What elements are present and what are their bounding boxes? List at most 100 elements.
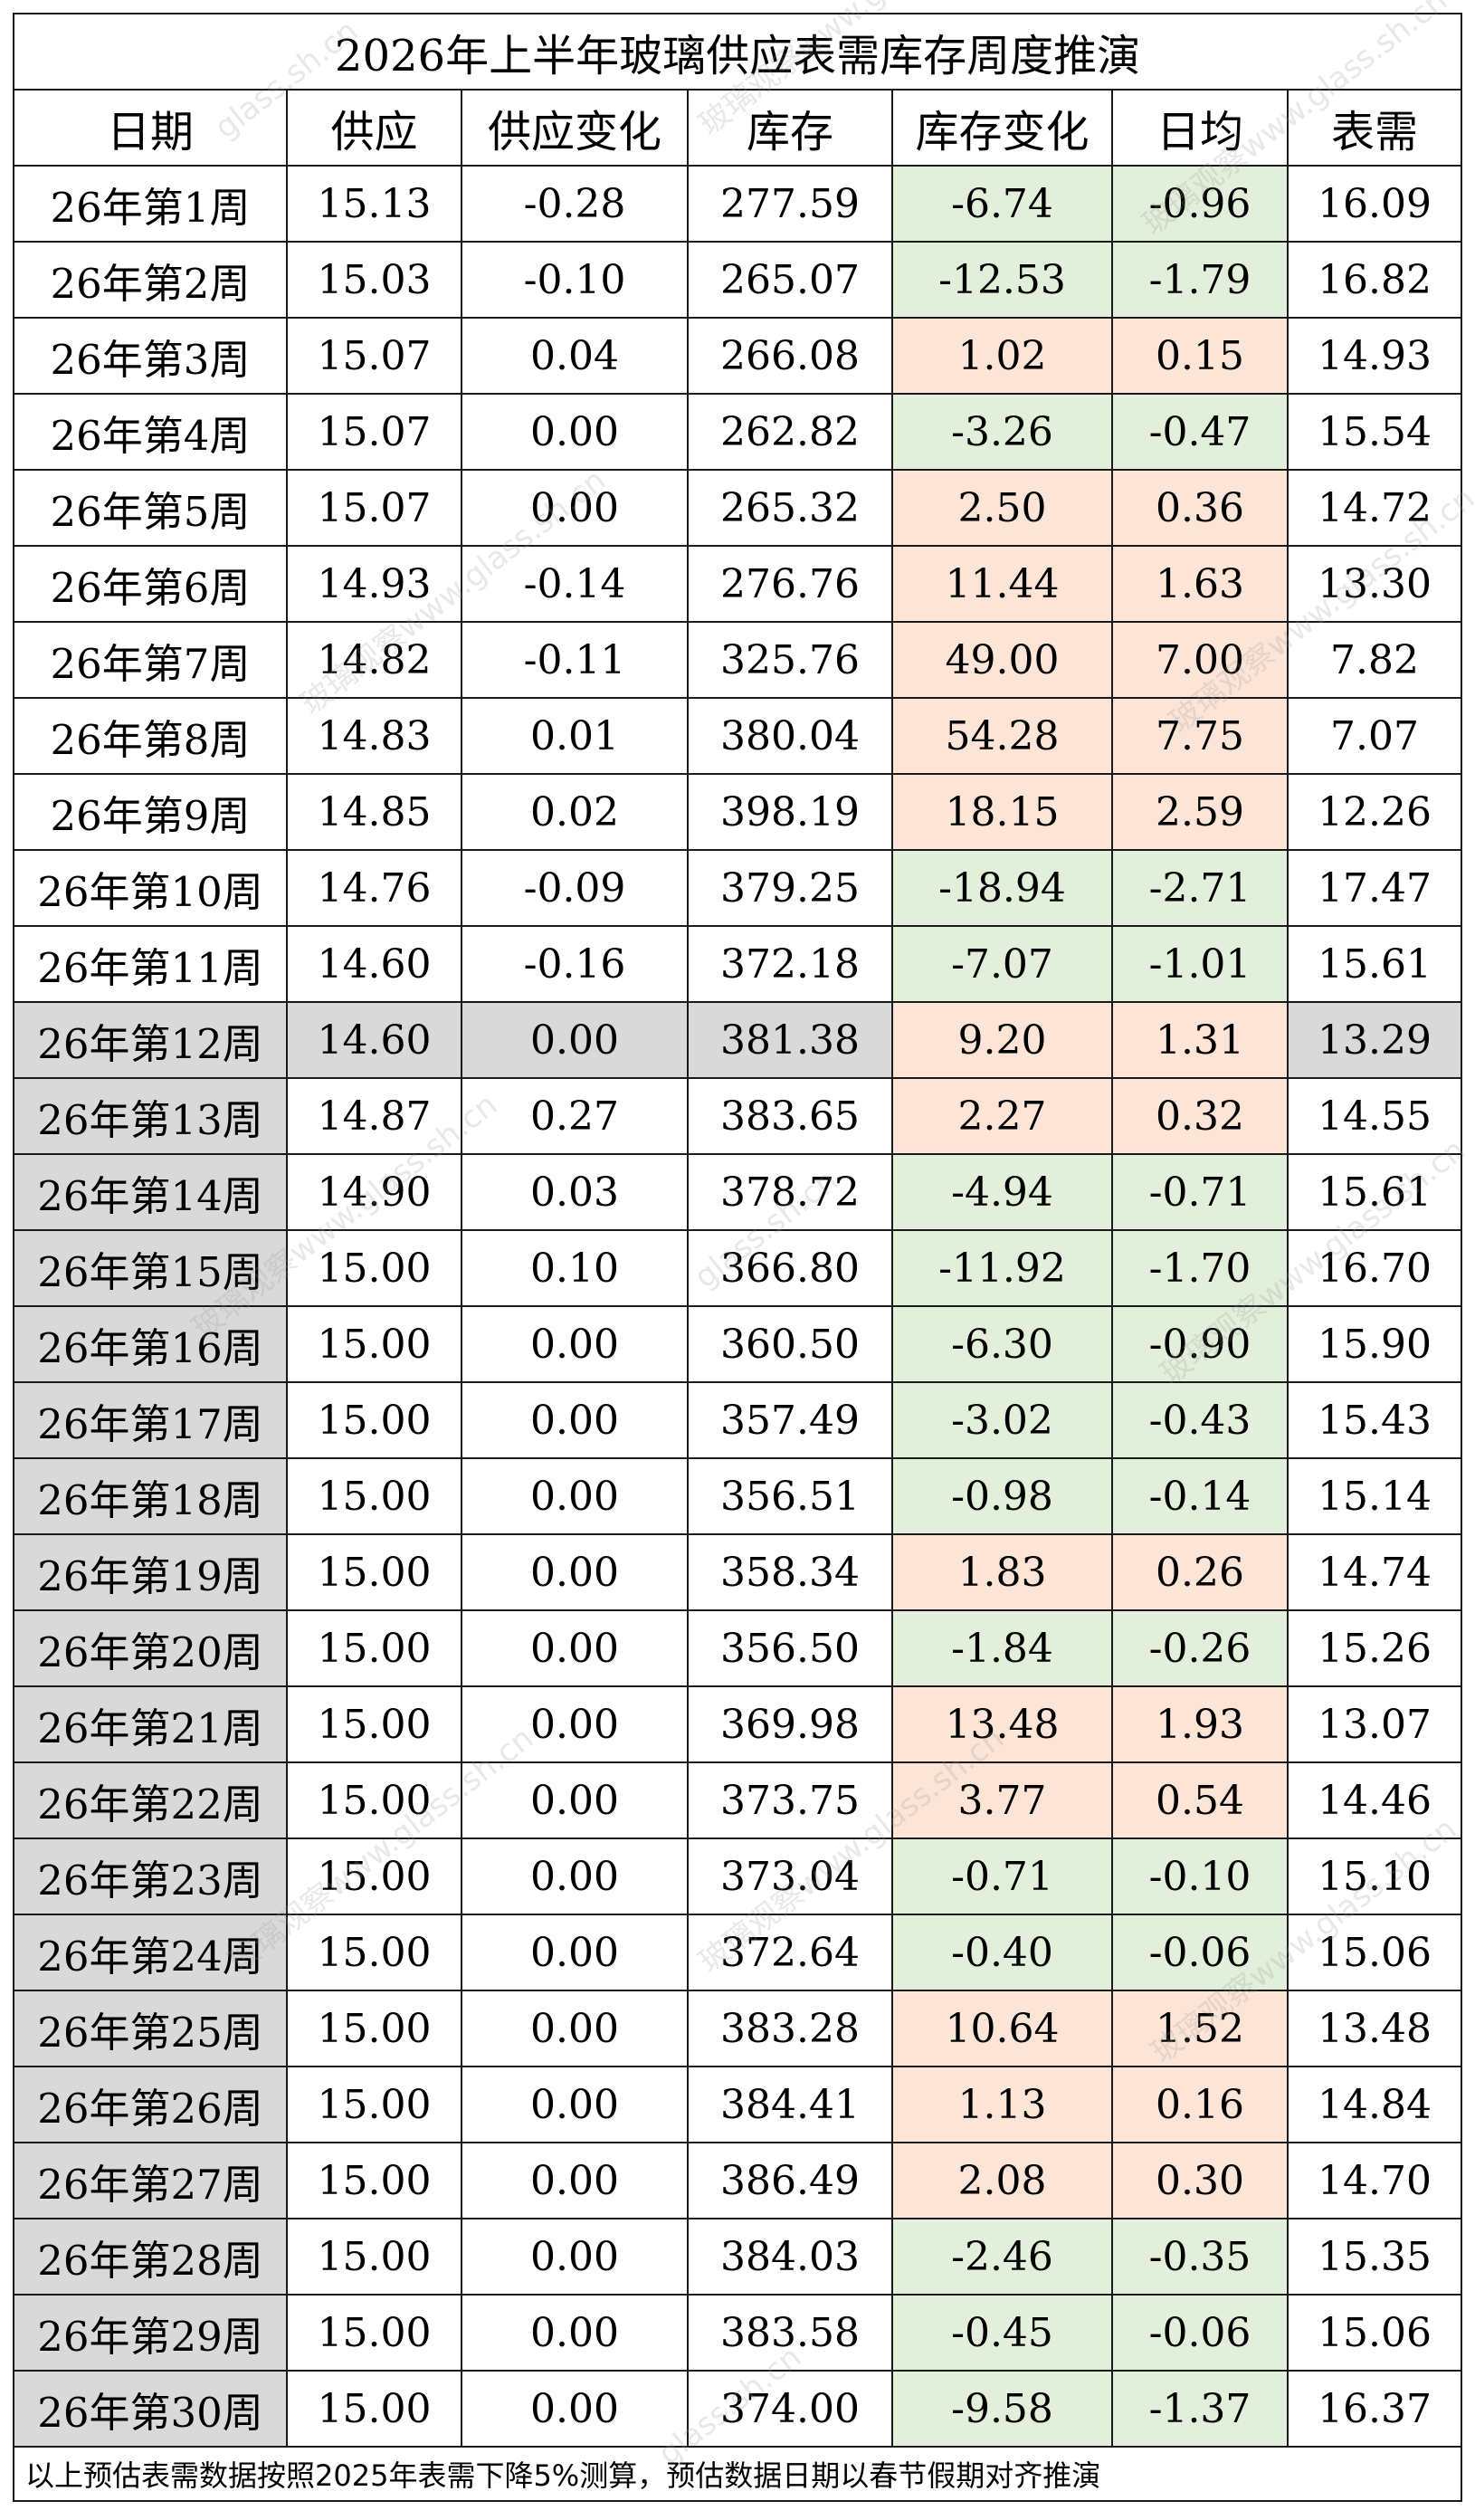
cell-demand: 7.82 — [1287, 621, 1462, 699]
cell-daily-avg: 2.59 — [1111, 773, 1289, 851]
cell-date: 26年第5周 — [13, 469, 288, 547]
cell-supply-change: -0.16 — [461, 925, 689, 1003]
cell-supply-change: 0.00 — [461, 1838, 689, 1915]
cell-inventory: 358.34 — [687, 1533, 893, 1611]
cell-inventory: 384.41 — [687, 2066, 893, 2143]
cell-daily-avg: 0.32 — [1111, 1077, 1289, 1155]
cell-inventory-change: 3.77 — [891, 1761, 1113, 1839]
cell-inventory: 372.64 — [687, 1914, 893, 1991]
table-row: 26年第23周 15.00 0.00 373.04 -0.71 -0.10 15.10 — [13, 1838, 1462, 1915]
cell-date: 26年第19周 — [13, 1533, 288, 1611]
cell-inventory: 372.18 — [687, 925, 893, 1003]
cell-inventory-change: -6.74 — [891, 165, 1113, 243]
cell-inventory-change: -18.94 — [891, 849, 1113, 927]
cell-inventory: 386.49 — [687, 2142, 893, 2219]
cell-demand: 13.07 — [1287, 1685, 1462, 1763]
cell-inventory-change: -0.45 — [891, 2294, 1113, 2372]
cell-date: 26年第17周 — [13, 1381, 288, 1459]
table-row: 26年第17周 15.00 0.00 357.49 -3.02 -0.43 15.43 — [13, 1381, 1462, 1459]
table-row: 26年第26周 15.00 0.00 384.41 1.13 0.16 14.84 — [13, 2066, 1462, 2143]
cell-inventory: 378.72 — [687, 1153, 893, 1231]
cell-daily-avg: -0.14 — [1111, 1457, 1289, 1535]
cell-date: 26年第7周 — [13, 621, 288, 699]
cell-inventory-change: 13.48 — [891, 1685, 1113, 1763]
cell-date: 26年第16周 — [13, 1305, 288, 1383]
cell-supply-change: 0.00 — [461, 1609, 689, 1687]
cell-demand: 14.70 — [1287, 2142, 1462, 2219]
cell-demand: 15.06 — [1287, 1914, 1462, 1991]
cell-daily-avg: 1.31 — [1111, 1001, 1289, 1079]
cell-demand: 15.10 — [1287, 1838, 1462, 1915]
cell-supply: 15.00 — [286, 2066, 462, 2143]
cell-supply-change: 0.02 — [461, 773, 689, 851]
cell-supply-change: 0.00 — [461, 1990, 689, 2067]
cell-date: 26年第13周 — [13, 1077, 288, 1155]
cell-demand: 16.70 — [1287, 1229, 1462, 1307]
cell-supply: 15.03 — [286, 241, 462, 319]
cell-daily-avg: -0.10 — [1111, 1838, 1289, 1915]
cell-inventory: 374.00 — [687, 2370, 893, 2448]
cell-supply: 15.00 — [286, 1685, 462, 1763]
cell-date: 26年第1周 — [13, 165, 288, 243]
cell-inventory: 356.51 — [687, 1457, 893, 1535]
cell-demand: 15.90 — [1287, 1305, 1462, 1383]
table-row: 26年第3周 15.07 0.04 266.08 1.02 0.15 14.93 — [13, 317, 1462, 395]
cell-supply: 14.93 — [286, 545, 462, 623]
cell-inventory-change: 1.13 — [891, 2066, 1113, 2143]
cell-supply: 15.00 — [286, 1838, 462, 1915]
cell-demand: 15.14 — [1287, 1457, 1462, 1535]
cell-inventory-change: 11.44 — [891, 545, 1113, 623]
cell-supply: 14.83 — [286, 697, 462, 775]
cell-supply-change: 0.00 — [461, 2370, 689, 2448]
cell-inventory-change: -0.40 — [891, 1914, 1113, 1991]
cell-inventory-change: -0.71 — [891, 1838, 1113, 1915]
cell-daily-avg: -1.70 — [1111, 1229, 1289, 1307]
cell-daily-avg: 0.30 — [1111, 2142, 1289, 2219]
cell-demand: 13.30 — [1287, 545, 1462, 623]
cell-supply: 14.82 — [286, 621, 462, 699]
cell-supply: 15.00 — [286, 2218, 462, 2296]
cell-supply: 15.00 — [286, 1609, 462, 1687]
header-supply-change: 供应变化 — [461, 89, 689, 167]
cell-supply-change: 0.00 — [461, 1381, 689, 1459]
cell-inventory-change: -9.58 — [891, 2370, 1113, 2448]
footnote-row: 以上预估表需数据按照2025年表需下降5%测算，预估数据日期以春节假期对齐推演 — [13, 2446, 1462, 2502]
cell-daily-avg: -1.01 — [1111, 925, 1289, 1003]
table-row: 26年第5周 15.07 0.00 265.32 2.50 0.36 14.72 — [13, 469, 1462, 547]
table-row: 26年第8周 14.83 0.01 380.04 54.28 7.75 7.07 — [13, 697, 1462, 775]
cell-supply-change: 0.03 — [461, 1153, 689, 1231]
cell-inventory: 369.98 — [687, 1685, 893, 1763]
cell-supply: 14.85 — [286, 773, 462, 851]
cell-inventory-change: 9.20 — [891, 1001, 1113, 1079]
cell-supply: 15.07 — [286, 393, 462, 471]
cell-inventory: 265.32 — [687, 469, 893, 547]
cell-date: 26年第3周 — [13, 317, 288, 395]
cell-daily-avg: -0.06 — [1111, 1914, 1289, 1991]
cell-date: 26年第10周 — [13, 849, 288, 927]
cell-inventory-change: -3.26 — [891, 393, 1113, 471]
cell-supply-change: 0.00 — [461, 1457, 689, 1535]
cell-inventory: 381.38 — [687, 1001, 893, 1079]
cell-inventory-change: 1.02 — [891, 317, 1113, 395]
cell-date: 26年第11周 — [13, 925, 288, 1003]
cell-supply-change: 0.00 — [461, 1533, 689, 1611]
cell-supply-change: 0.00 — [461, 2294, 689, 2372]
cell-supply: 14.90 — [286, 1153, 462, 1231]
table-row: 26年第27周 15.00 0.00 386.49 2.08 0.30 14.70 — [13, 2142, 1462, 2219]
cell-demand: 15.43 — [1287, 1381, 1462, 1459]
cell-daily-avg: -0.06 — [1111, 2294, 1289, 2372]
cell-inventory: 383.58 — [687, 2294, 893, 2372]
cell-inventory: 380.04 — [687, 697, 893, 775]
cell-inventory-change: 18.15 — [891, 773, 1113, 851]
cell-inventory-change: -3.02 — [891, 1381, 1113, 1459]
cell-demand: 14.46 — [1287, 1761, 1462, 1839]
title-row: 2026年上半年玻璃供应表需库存周度推演 — [13, 13, 1462, 91]
cell-date: 26年第9周 — [13, 773, 288, 851]
header-row: 日期 供应 供应变化 库存 库存变化 日均 表需 — [13, 89, 1462, 167]
cell-daily-avg: -1.79 — [1111, 241, 1289, 319]
header-daily-avg: 日均 — [1111, 89, 1289, 167]
cell-date: 26年第27周 — [13, 2142, 288, 2219]
table-row: 26年第13周 14.87 0.27 383.65 2.27 0.32 14.55 — [13, 1077, 1462, 1155]
table-row: 26年第9周 14.85 0.02 398.19 18.15 2.59 12.26 — [13, 773, 1462, 851]
cell-daily-avg: 0.15 — [1111, 317, 1289, 395]
